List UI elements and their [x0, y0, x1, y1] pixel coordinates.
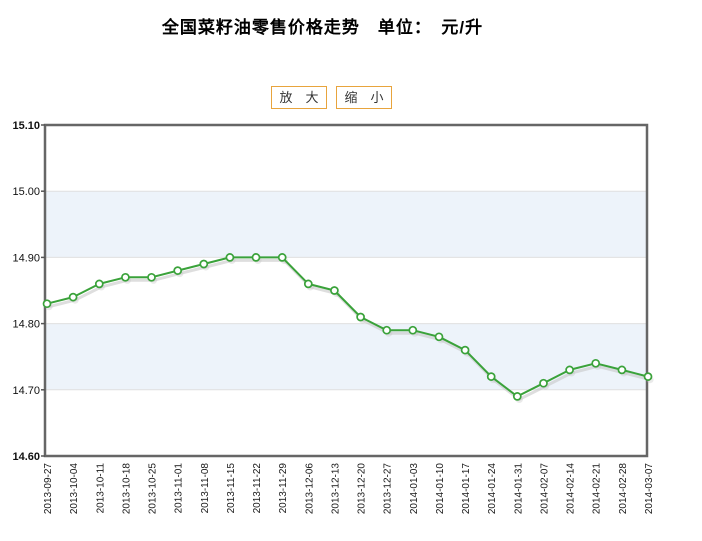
- data-point[interactable]: 2013-10-11: 14.86: [94, 279, 104, 289]
- data-point[interactable]: 2014-01-10: 14.78: [434, 332, 444, 342]
- x-axis-label: 2014-01-24: [487, 463, 498, 515]
- x-axis-label: 2014-01-31: [513, 463, 524, 515]
- y-axis-label: 15.00: [12, 186, 40, 198]
- x-axis-label: 2014-02-14: [566, 463, 577, 515]
- x-axis-label: 2014-01-03: [409, 463, 420, 515]
- data-point[interactable]: 2013-10-04: 14.84: [68, 292, 78, 302]
- data-point[interactable]: 2014-01-17: 14.76: [460, 345, 470, 355]
- data-point[interactable]: 2013-11-22: 14.90: [251, 253, 261, 262]
- y-axis-label: 14.70: [12, 385, 40, 397]
- data-point[interactable]: 2014-02-07: 14.71: [539, 378, 548, 388]
- plot-border: [43, 123, 649, 458]
- price-line: [46, 256, 649, 398]
- data-point[interactable]: 2014-01-24: 14.72: [486, 372, 496, 381]
- data-point[interactable]: 2013-12-13: 14.85: [330, 286, 339, 295]
- x-axis-label: 2013-10-25: [148, 463, 159, 515]
- plot-band: [45, 125, 647, 192]
- data-point[interactable]: 2014-02-14: 14.73: [565, 365, 574, 375]
- x-axis-label: 2013-10-04: [69, 463, 80, 515]
- x-axis-label: 2013-11-15: [226, 463, 237, 514]
- data-point[interactable]: 2014-01-31: 14.69: [512, 392, 522, 401]
- data-point[interactable]: 2013-11-15: 14.90: [225, 253, 235, 262]
- y-axis-label: 14.80: [12, 319, 40, 331]
- x-axis-label: 2014-01-10: [435, 463, 446, 515]
- data-point[interactable]: 2013-11-29: 14.90: [277, 253, 287, 262]
- data-point[interactable]: 2014-03-07: 14.72: [643, 372, 653, 381]
- data-point[interactable]: 2013-10-25: 14.87: [147, 272, 156, 282]
- y-axis-label: 14.60: [12, 451, 40, 463]
- data-point[interactable]: 2014-02-28: 14.73: [617, 365, 627, 375]
- zoom-out-button[interactable]: 缩 小: [336, 86, 392, 109]
- x-axis-label: 2013-11-29: [278, 463, 289, 514]
- plot-band: [45, 323, 647, 390]
- x-axis-label: 2014-01-17: [461, 463, 472, 515]
- page-title: 全国菜籽油零售价格走势 单位： 元/升: [161, 18, 484, 37]
- x-axis-label: 2013-11-01: [174, 463, 185, 514]
- plot-band: [45, 257, 647, 324]
- x-axis-label: 2013-11-22: [252, 463, 263, 514]
- data-point[interactable]: 2013-12-20: 14.81: [356, 312, 365, 322]
- x-axis-label: 2014-02-28: [618, 463, 629, 515]
- x-axis-label: 2013-10-18: [121, 463, 132, 515]
- plot-band: [45, 191, 647, 258]
- y-axis-label: 14.90: [12, 252, 40, 264]
- x-axis-label: 2013-09-27: [43, 463, 54, 515]
- x-axis-label: 2014-02-07: [540, 463, 551, 515]
- data-point[interactable]: 2013-09-27: 14.83: [42, 299, 52, 309]
- data-point[interactable]: 2013-12-27: 14.79: [382, 325, 392, 335]
- data-point[interactable]: 2014-02-21: 14.74: [591, 358, 601, 368]
- data-point[interactable]: 2013-12-06: 14.86: [303, 279, 313, 289]
- x-axis-label: 2014-03-07: [644, 463, 655, 515]
- x-axis-label: 2013-11-08: [200, 463, 211, 514]
- x-axis-label: 2013-12-20: [357, 463, 368, 515]
- data-point[interactable]: 2013-10-18: 14.87: [121, 272, 130, 282]
- data-point[interactable]: 2013-11-01: 14.88: [173, 266, 183, 275]
- zoom-in-button[interactable]: 放 大: [271, 86, 327, 109]
- plot-band: [45, 389, 647, 456]
- y-axis-label: 15.10: [12, 120, 40, 132]
- x-axis-label: 2014-02-21: [592, 463, 603, 515]
- x-axis-label: 2013-12-06: [304, 463, 315, 515]
- data-point[interactable]: 2013-11-08: 14.89: [199, 259, 209, 269]
- data-point[interactable]: 2014-01-03: 14.79: [408, 325, 418, 335]
- x-axis-label: 2013-12-13: [330, 463, 341, 515]
- x-axis-label: 2013-12-27: [383, 463, 394, 515]
- x-axis-label: 2013-10-11: [95, 463, 106, 514]
